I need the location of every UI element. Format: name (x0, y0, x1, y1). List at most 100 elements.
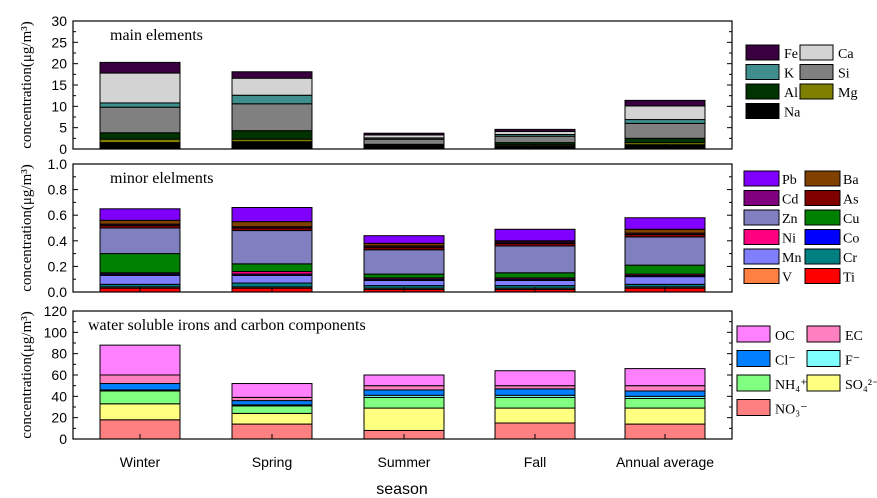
bar-segment (99, 61, 181, 74)
bar-segment (231, 103, 313, 132)
legend-swatch (799, 44, 834, 61)
legend-swatch (806, 325, 841, 343)
legend-label: Ni (782, 232, 796, 247)
x-tick-label: Spring (252, 454, 292, 470)
panel-title: water soluble irons and carbon component… (88, 317, 366, 334)
legend-swatch (745, 44, 780, 61)
legend-swatch (745, 64, 780, 80)
legend-swatch (736, 399, 771, 416)
bar-segment (99, 227, 181, 255)
bar-segment (624, 122, 706, 139)
y-axis-label: concentration(μg/m³) (19, 311, 35, 439)
legend-label: F⁻ (845, 354, 860, 369)
bar-segment (231, 77, 313, 96)
bar-segment (363, 396, 445, 409)
y-tick-label: 100 (44, 324, 68, 340)
legend-label: Cd (782, 193, 798, 208)
legend: Fe Ca K Si Al Mg Na (745, 44, 857, 121)
y-tick-label: 120 (44, 303, 68, 319)
legend-label: Pb (782, 173, 797, 188)
bar-segment (624, 368, 706, 387)
legend-swatch (736, 374, 771, 392)
bar-segment (231, 71, 313, 79)
bar-segment (624, 264, 706, 275)
bar-segment (99, 403, 181, 421)
legend-swatch (804, 170, 841, 187)
bar-segment (363, 132, 445, 136)
legend-label: NH₄⁺ (775, 378, 808, 393)
legend-swatch (804, 209, 841, 226)
panel-title: minor elelments (110, 170, 214, 187)
bar-segment (231, 207, 313, 223)
legend: Pb Ba Cd As Zn Cu Ni Co Mn Cr V Ti (743, 170, 859, 286)
bar-segment (624, 390, 706, 397)
legend-swatch (743, 190, 780, 206)
bar-segment (494, 272, 576, 279)
legend-swatch (806, 374, 841, 392)
bar-segment (231, 263, 313, 273)
bar-segment (231, 282, 313, 288)
bar-segment (363, 235, 445, 244)
legend-swatch (736, 350, 771, 367)
bar-segment (99, 208, 181, 221)
bar-segment (231, 230, 313, 265)
legend-swatch (804, 268, 841, 284)
legend-swatch (743, 248, 780, 265)
bar-segment (99, 132, 181, 140)
legend-label: Ca (838, 47, 854, 62)
y-tick-label: 0 (59, 141, 67, 157)
bar-segment (494, 388, 576, 396)
legend-label: Cr (843, 251, 857, 266)
bar-segment (99, 253, 181, 274)
y-tick-label: 20 (51, 410, 67, 426)
legend-swatch (806, 350, 841, 367)
legend-swatch (743, 170, 780, 187)
legend: OC EC Cl⁻ F⁻ NH₄⁺ SO₄²⁻ NO₃⁻ (736, 325, 877, 418)
y-tick-label: 80 (51, 346, 67, 362)
bar-segment (99, 106, 181, 134)
bar-segment (363, 279, 445, 287)
bar-segment (624, 236, 706, 266)
bar-segment (624, 119, 706, 124)
bar-segment (99, 138, 181, 144)
legend-label: Mn (782, 251, 801, 266)
y-tick-label: 0.6 (48, 207, 68, 223)
legend-label: NO₃⁻ (775, 403, 808, 418)
y-tick-label: 25 (51, 34, 67, 50)
bar-segment (624, 385, 706, 392)
legend-label: SO₄²⁻ (845, 378, 877, 393)
bar-segment (624, 397, 706, 409)
legend-swatch (743, 229, 780, 245)
panel-2: 0.0 0.2 0.4 0.6 0.8 1.0 minor elelments concent… (19, 156, 859, 300)
y-tick-label: 0.8 (48, 182, 68, 198)
bar-segment (494, 128, 576, 133)
legend-label: Na (784, 106, 801, 121)
x-axis-title: season (376, 481, 428, 498)
legend-label: Zn (782, 212, 798, 227)
bar-segment (363, 407, 445, 431)
bar-segment (231, 94, 313, 105)
y-tick-label: 60 (51, 367, 67, 383)
y-axis-label: concentration(μg/m³) (19, 21, 35, 149)
panel-3: 0 20 40 60 80 100 120 water soluble irons and c… (19, 303, 877, 498)
bar-segment (99, 344, 181, 376)
x-tick-label: Annual average (616, 454, 714, 470)
legend-label: Ba (843, 173, 859, 188)
bar-segment (494, 370, 576, 387)
legend-swatch (745, 83, 780, 100)
legend-swatch (736, 325, 771, 343)
bar-segment (494, 407, 576, 424)
legend-swatch (799, 83, 834, 100)
x-tick-label: Winter (120, 454, 161, 470)
legend-swatch (743, 209, 780, 226)
bar-segment (231, 405, 313, 414)
bar-segment (99, 274, 181, 285)
bar-segment (624, 99, 706, 107)
legend-swatch (804, 190, 841, 206)
legend-swatch (745, 103, 780, 119)
bar-segment (494, 245, 576, 274)
bar-segment (624, 276, 706, 285)
legend-label: Ti (843, 271, 855, 286)
bar-segment (231, 130, 313, 140)
